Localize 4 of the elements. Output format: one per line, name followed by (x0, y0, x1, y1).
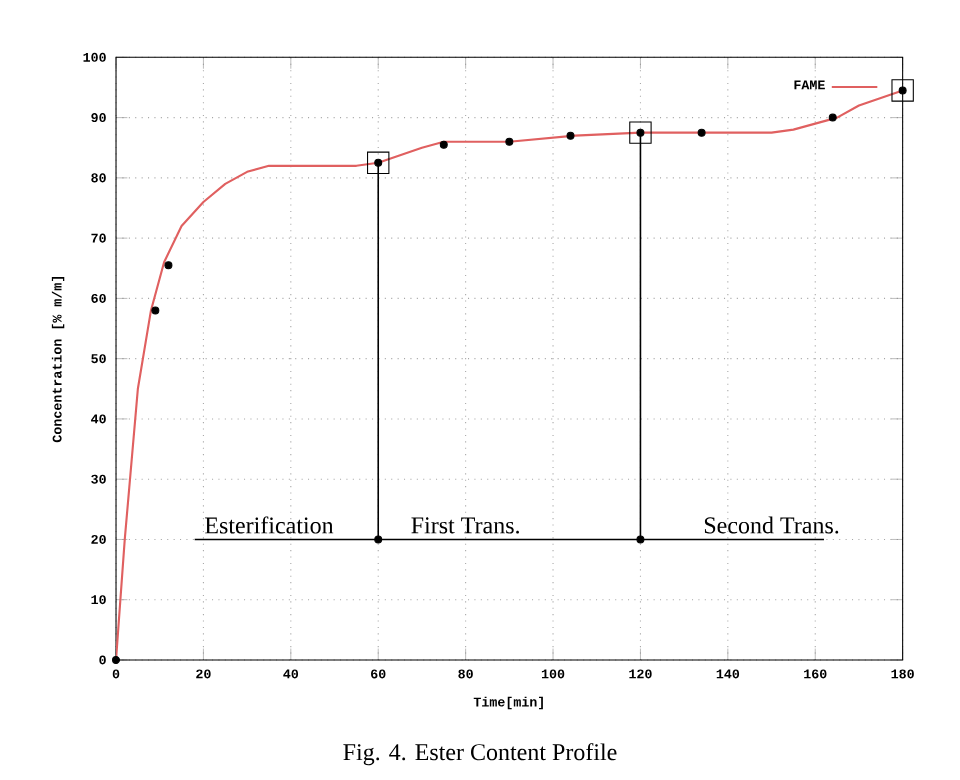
caption: Fig. 4. Ester Content Profile (343, 743, 617, 766)
annotation: First Trans. (411, 517, 519, 534)
annotation: Esterification (205, 516, 334, 534)
annotation: Second Trans. (704, 516, 839, 534)
